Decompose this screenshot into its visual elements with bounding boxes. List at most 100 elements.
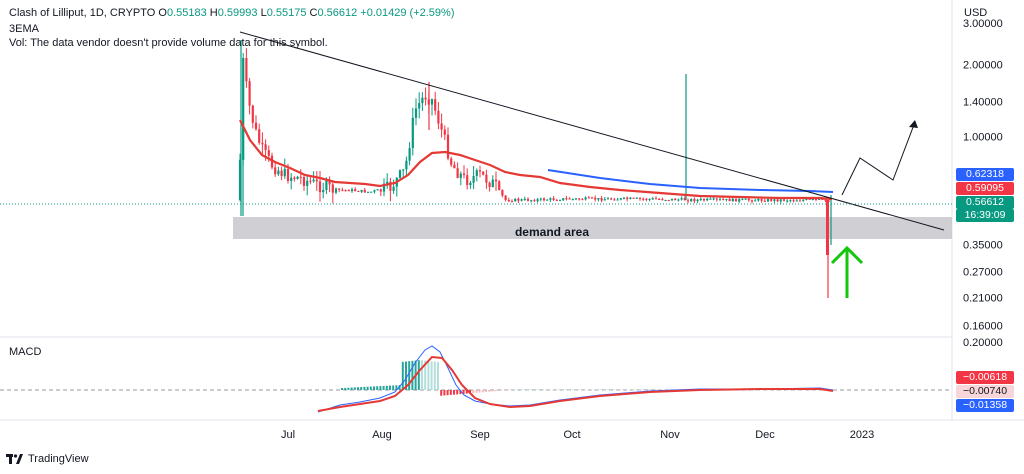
macd-bar xyxy=(347,387,350,390)
demand-area-label: demand area xyxy=(515,225,589,239)
candle-body xyxy=(526,198,530,201)
macd-bar xyxy=(363,386,366,390)
candle-body xyxy=(709,198,712,200)
candle-body xyxy=(430,99,434,105)
macd-bar xyxy=(478,390,481,393)
macd-bar xyxy=(379,386,382,390)
macd-bar xyxy=(561,389,564,391)
candle-body xyxy=(501,189,504,196)
macd-tag: −0.01358 xyxy=(956,399,1014,412)
macd-bar xyxy=(651,390,654,391)
macd-bar xyxy=(417,360,420,390)
macd-bar xyxy=(376,386,379,390)
candle-body xyxy=(826,200,829,255)
candle-body xyxy=(338,188,341,190)
candle-body xyxy=(606,198,610,200)
candle-body xyxy=(443,129,446,135)
candle-body xyxy=(296,176,299,180)
macd-bar xyxy=(593,389,596,390)
macd-bar xyxy=(798,390,801,391)
candle-body xyxy=(600,198,603,201)
candle-body xyxy=(648,198,651,200)
macd-bar xyxy=(648,389,651,391)
candle-body xyxy=(360,189,363,192)
candle-body xyxy=(523,198,526,200)
candle-body xyxy=(776,199,779,202)
candle-body xyxy=(328,180,331,185)
volume-note: Vol: The data vendor doesn't provide vol… xyxy=(9,37,328,49)
candle-body xyxy=(802,199,805,201)
candle-body xyxy=(754,200,757,202)
candle-body xyxy=(722,199,725,201)
candle-body xyxy=(584,197,587,200)
candle-body xyxy=(347,189,350,192)
candle-body xyxy=(514,198,517,202)
macd-bar xyxy=(584,389,587,391)
macd-bar xyxy=(392,385,395,390)
candle-body xyxy=(773,199,776,201)
macd-bar xyxy=(597,389,599,391)
candle-body xyxy=(386,181,389,184)
macd-bar xyxy=(344,387,347,390)
candle-body xyxy=(718,199,722,201)
macd-bar xyxy=(497,390,500,391)
macd-bar xyxy=(366,386,369,390)
candle-body xyxy=(446,134,450,159)
macd-bar xyxy=(401,361,404,390)
candle-body xyxy=(626,197,629,200)
candle-body xyxy=(638,197,642,199)
ohlc-key-o: O xyxy=(158,7,167,19)
macd-bar xyxy=(574,390,577,391)
macd-bar xyxy=(433,361,436,390)
candle-body xyxy=(533,200,536,202)
candle-body xyxy=(437,110,440,124)
macd-bar xyxy=(568,389,571,391)
candle-body xyxy=(251,105,254,123)
macd-bar xyxy=(776,390,779,391)
macd-bar xyxy=(341,388,343,390)
macd-bar xyxy=(443,390,446,396)
candle-body xyxy=(389,181,392,191)
macd-bar xyxy=(507,389,510,391)
candle-body xyxy=(610,198,613,200)
candle-body xyxy=(264,144,267,151)
candle-body xyxy=(357,191,360,193)
candle-body xyxy=(520,199,523,201)
candle-body xyxy=(456,168,459,178)
price-tag: 0.59095 xyxy=(956,182,1014,195)
candle-body xyxy=(587,197,590,199)
candle-body xyxy=(795,200,798,202)
macd-bar xyxy=(485,390,487,392)
macd-bar xyxy=(504,390,507,391)
candle-body xyxy=(818,199,821,201)
candle-body xyxy=(283,168,286,177)
macd-bar xyxy=(440,390,443,396)
macd-bar xyxy=(513,389,516,391)
green-arrow-head xyxy=(830,245,864,265)
y-tick-label: 1.00000 xyxy=(963,131,1003,143)
macd-bar xyxy=(539,390,542,391)
macd-bar xyxy=(421,360,423,390)
macd-tag: −0.00740 xyxy=(956,385,1014,398)
macd-bar xyxy=(385,385,388,390)
macd-bar xyxy=(565,389,567,390)
candle-body xyxy=(645,198,648,200)
candle-body xyxy=(469,182,472,185)
candle-body xyxy=(658,199,661,201)
candle-body xyxy=(664,199,667,201)
candle-body xyxy=(366,191,370,193)
candle-body xyxy=(597,198,600,200)
price-tag: 0.62318 xyxy=(956,168,1014,181)
candle-body xyxy=(286,168,290,181)
candle-body xyxy=(654,198,658,200)
candle-body xyxy=(363,189,366,193)
y-tick-label: 2.00000 xyxy=(963,60,1003,72)
candle-body xyxy=(613,199,616,201)
macd-bar xyxy=(757,389,759,391)
indicator-label: 3EMA xyxy=(9,23,39,35)
macd-bar xyxy=(641,389,644,390)
candle-body xyxy=(565,198,568,200)
candle-body xyxy=(318,181,322,193)
macd-bar xyxy=(670,389,673,390)
